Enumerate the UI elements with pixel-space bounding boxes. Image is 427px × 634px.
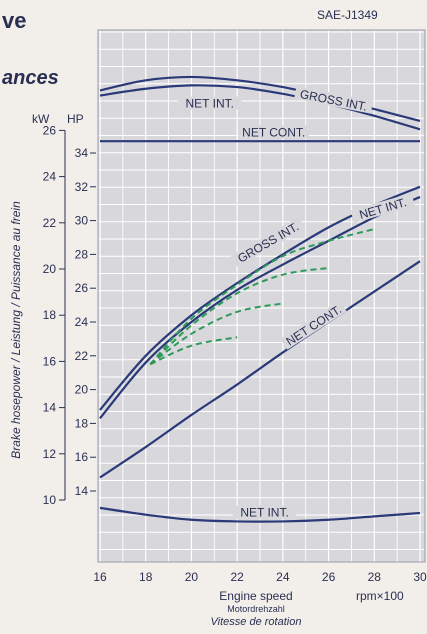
curve-label-text: NET INT. — [240, 506, 288, 520]
x-tick-label: 30 — [413, 570, 427, 584]
kw-tick-label: 12 — [43, 447, 57, 461]
plot-frame — [97, 29, 426, 563]
hp-tick-label: 14 — [75, 484, 89, 498]
curve-label-bg — [294, 86, 374, 114]
curve-label-bg — [280, 300, 347, 350]
kw-tick-label: 16 — [43, 354, 57, 368]
curve-label-bg — [230, 216, 305, 268]
x-tick-label: 26 — [322, 570, 336, 584]
hp-tick-label: 18 — [75, 416, 89, 430]
x-axis-label: Engine speed — [219, 589, 292, 603]
x-axis-label-fr: Vitesse de rotation — [211, 616, 302, 628]
title-fragment: ve — [2, 8, 26, 33]
y-axis-label: Brake hosepower / Leistung / Puissance a… — [9, 201, 23, 459]
partial-load-line-3 — [149, 336, 238, 366]
series-line-fuel-6 — [99, 506, 421, 523]
hp-tick-label: 34 — [75, 146, 89, 160]
series-line-torque-4 — [99, 84, 421, 131]
curve-label-bg — [178, 96, 242, 110]
kw-tick-label: 24 — [43, 170, 57, 184]
partial-load-curves — [149, 228, 375, 366]
x-tick-label: 16 — [93, 570, 107, 584]
x-tick-label: 24 — [276, 570, 290, 584]
subtitle-fragment: ances — [2, 67, 59, 89]
curve-label-bg — [238, 125, 310, 139]
kw-tick-label: 26 — [43, 123, 57, 137]
partial-load-line-1 — [149, 266, 329, 365]
series-line-power-2 — [99, 260, 421, 479]
hp-unit-label: HP — [67, 112, 84, 126]
standard-label: SAE-J1349 — [317, 8, 378, 22]
hp-tick-label: 24 — [75, 315, 89, 329]
hp-tick-label: 20 — [75, 383, 89, 397]
hp-tick-label: 30 — [75, 214, 89, 228]
hp-tick-label: 28 — [75, 247, 89, 261]
kw-tick-label: 10 — [43, 493, 57, 507]
kw-tick-label: 22 — [43, 216, 57, 230]
partial-load-line-0 — [149, 228, 375, 365]
axes: kW HP Brake hosepower / Leistung / Puiss… — [9, 112, 427, 628]
hp-tick-label: 22 — [75, 349, 89, 363]
curve-label-bg — [350, 193, 415, 224]
curve-label-1: NET INT. — [178, 96, 242, 111]
kw-unit-label: kW — [32, 112, 50, 126]
kw-tick-label: 18 — [43, 308, 57, 322]
curve-label-text: NET CONT. — [242, 125, 305, 139]
x-axis-unit: rpm×100 — [356, 589, 404, 603]
curve-label-2: NET CONT. — [238, 125, 310, 139]
kw-tick-label: 20 — [43, 262, 57, 276]
curve-labels: GROSS INT.NET INT.NET CONT.GROSS INT.NET… — [178, 86, 415, 520]
hp-tick-label: 32 — [75, 180, 89, 194]
hp-tick-label: 16 — [75, 450, 89, 464]
x-tick-label: 28 — [368, 570, 382, 584]
partial-load-line-2 — [149, 302, 284, 366]
kw-tick-label: 14 — [43, 401, 57, 415]
x-tick-label: 22 — [230, 570, 244, 584]
x-axis-label-de: Motordrehzahl — [227, 604, 285, 614]
x-tick-label: 18 — [139, 570, 153, 584]
curve-label-6: NET INT. — [232, 505, 297, 520]
curve-label-text: NET INT. — [185, 97, 233, 111]
curve-label-bg — [232, 505, 297, 519]
hp-tick-label: 26 — [75, 281, 89, 295]
series-line-power-1 — [99, 195, 421, 420]
x-tick-label: 20 — [185, 570, 199, 584]
